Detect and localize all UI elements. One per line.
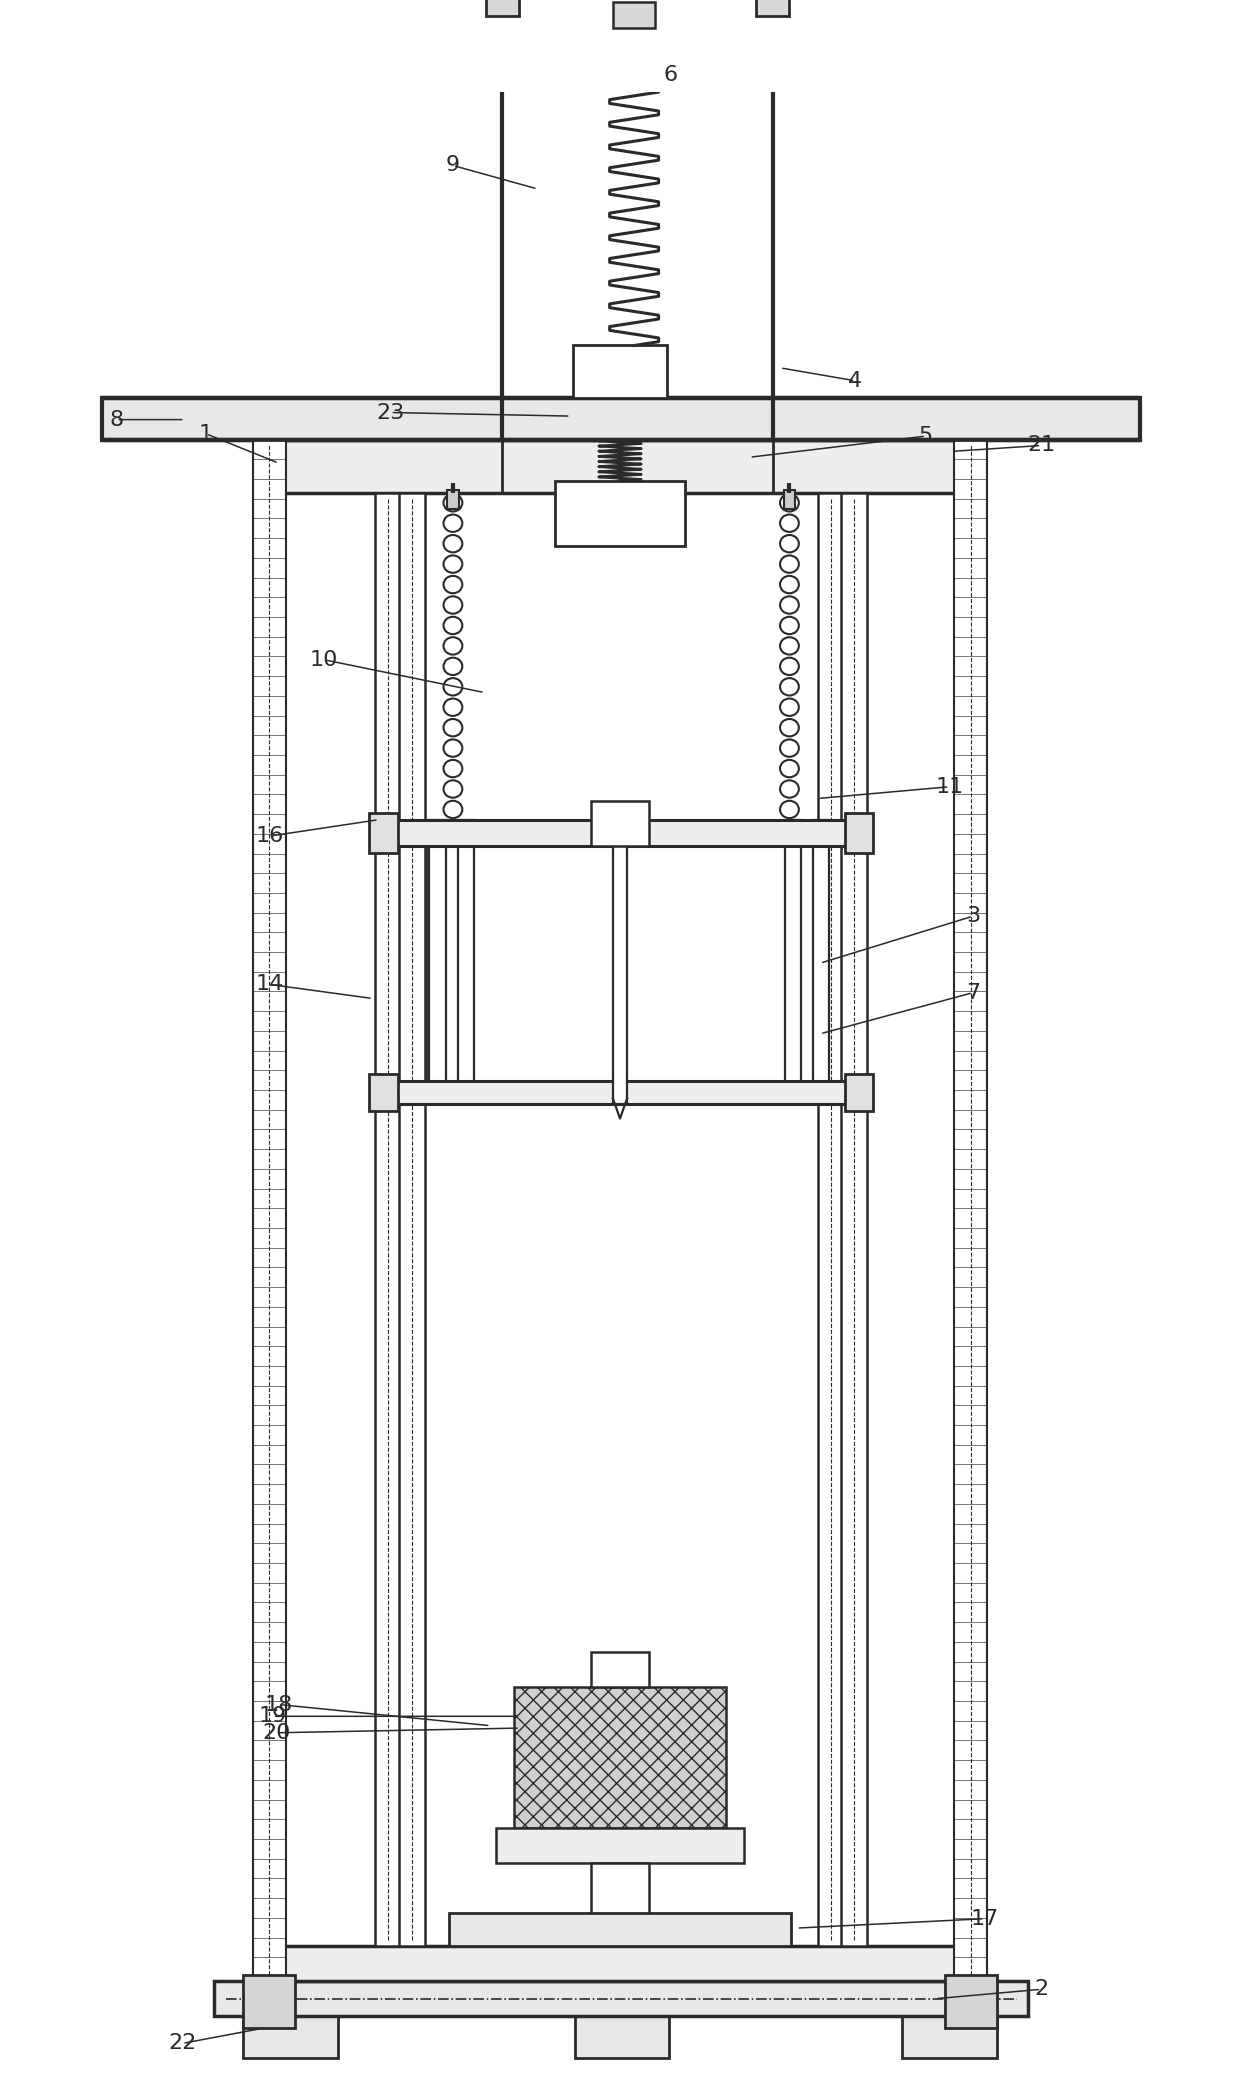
Text: 16: 16 (255, 826, 284, 847)
Bar (590, 801, 650, 845)
Bar (813, 820, 830, 1105)
Bar (784, 491, 795, 510)
Bar (449, 1912, 791, 1946)
Bar (945, 1975, 997, 2028)
Bar (903, 2017, 997, 2057)
Bar (844, 814, 873, 853)
Text: 20: 20 (262, 1724, 290, 1743)
Bar (102, 398, 1140, 440)
Text: 14: 14 (255, 975, 284, 994)
Bar (573, 346, 667, 398)
Bar (253, 440, 286, 2017)
Text: 22: 22 (169, 2034, 196, 2053)
Bar (590, 1864, 650, 1917)
Bar (613, 845, 627, 1105)
Text: 10: 10 (309, 650, 337, 669)
Text: 7: 7 (966, 983, 980, 1002)
Bar (370, 1074, 398, 1111)
Text: 11: 11 (935, 776, 963, 797)
Text: 9: 9 (446, 155, 460, 176)
Text: 17: 17 (971, 1908, 999, 1929)
Bar (255, 1946, 985, 1982)
Bar (817, 493, 843, 1946)
Bar (378, 820, 863, 845)
Bar (785, 820, 801, 1105)
Bar (590, 1652, 650, 1686)
Bar (429, 820, 446, 1105)
Bar (458, 820, 474, 1105)
Text: 5: 5 (919, 426, 932, 447)
Bar (399, 493, 424, 1946)
Text: 1: 1 (198, 424, 213, 445)
Bar (756, 0, 790, 17)
Bar (486, 0, 518, 17)
Bar (370, 814, 398, 853)
Bar (215, 1982, 1028, 2017)
Bar (378, 1080, 863, 1105)
Text: 2: 2 (1034, 1980, 1048, 1998)
Bar (376, 493, 401, 1946)
Bar (448, 491, 459, 510)
Bar (844, 1074, 873, 1111)
Bar (255, 440, 985, 493)
Bar (841, 493, 867, 1946)
Text: 3: 3 (966, 906, 980, 927)
Bar (243, 1975, 295, 2028)
Bar (613, 2, 655, 27)
Text: 4: 4 (848, 371, 862, 390)
Bar (243, 2017, 337, 2057)
Text: 21: 21 (1027, 436, 1055, 455)
Text: 19: 19 (259, 1707, 286, 1726)
Bar (954, 440, 987, 2017)
Text: 8: 8 (109, 409, 124, 430)
Text: 18: 18 (264, 1694, 293, 1715)
Text: 23: 23 (377, 403, 404, 424)
Bar (515, 1686, 725, 1829)
Text: 6: 6 (663, 65, 677, 84)
Bar (556, 480, 684, 545)
Bar (575, 2017, 670, 2057)
Bar (496, 1829, 744, 1864)
